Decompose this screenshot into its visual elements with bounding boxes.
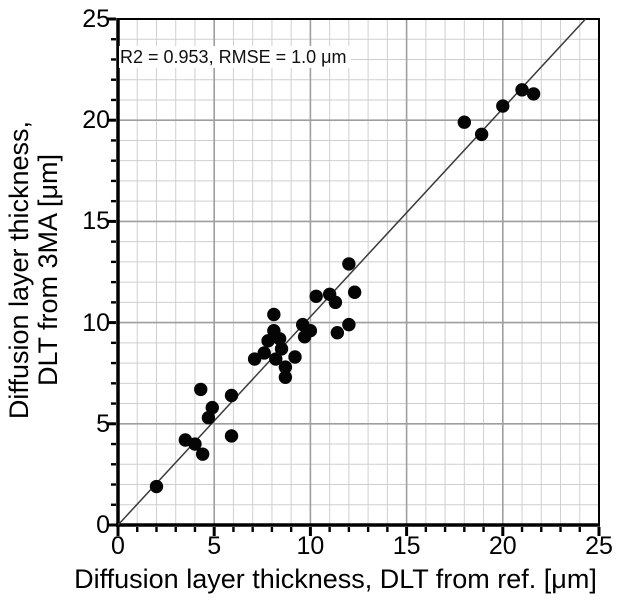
y-tick-label: 25 [82, 5, 110, 33]
fit-line-group [117, 18, 587, 526]
data-point [496, 99, 510, 113]
data-point [149, 479, 164, 494]
plot-frame [117, 18, 600, 526]
data-point [267, 307, 281, 322]
data-point [309, 289, 323, 303]
x-axis-title: Diffusion layer thickness, DLT from ref.… [74, 564, 597, 594]
y-axis-title: Diffusion layer thickness, DLT from 3MA … [4, 120, 63, 420]
major-gridlines [118, 19, 599, 525]
data-point [272, 332, 287, 346]
data-point [342, 257, 356, 271]
x-tick-label: 5 [207, 532, 222, 560]
x-tick-label: 20 [488, 532, 517, 560]
data-point [195, 447, 210, 461]
data-point [247, 352, 262, 366]
stats-annotation: R2 = 0.953, RMSE = 1.0 μm [119, 46, 352, 68]
data-point [257, 346, 271, 360]
x-tick-label: 0 [111, 532, 125, 560]
data-point [188, 437, 202, 451]
y-tick-label: 20 [82, 106, 110, 135]
data-point [205, 400, 219, 415]
data-point [269, 352, 283, 366]
data-point [515, 83, 529, 97]
x-tick-label: 15 [392, 532, 421, 560]
data-point [288, 350, 302, 364]
data-point [278, 370, 293, 384]
data-point [328, 295, 343, 310]
tick-marks [107, 17, 601, 536]
data-point [347, 285, 362, 299]
y-tick-label: 15 [82, 207, 110, 236]
data-point [474, 127, 489, 142]
minor-gridlines [118, 19, 599, 525]
y-tick-label: 10 [82, 308, 110, 337]
y-axis-title-line1: Diffusion layer thickness, [4, 120, 34, 420]
data-point [526, 87, 541, 101]
data-point [278, 360, 293, 374]
x-tick-label: 25 [585, 532, 613, 560]
data-point [330, 326, 345, 340]
axes-frame [116, 18, 600, 527]
data-point [194, 382, 208, 397]
y-tick-label: 0 [96, 511, 110, 539]
x-tick-label: 10 [296, 532, 325, 560]
data-point [274, 342, 289, 356]
y-axis-title-line2: DLT from 3MA [μm] [33, 153, 63, 387]
data-point [224, 429, 239, 443]
data-point [261, 334, 275, 348]
data-point [342, 317, 356, 332]
fit-line [117, 18, 587, 526]
data-point [303, 323, 318, 338]
y-tick-label: 5 [96, 409, 110, 438]
data-point [224, 388, 239, 403]
data-point [201, 411, 216, 425]
data-point [457, 115, 472, 129]
data-points [149, 83, 541, 494]
